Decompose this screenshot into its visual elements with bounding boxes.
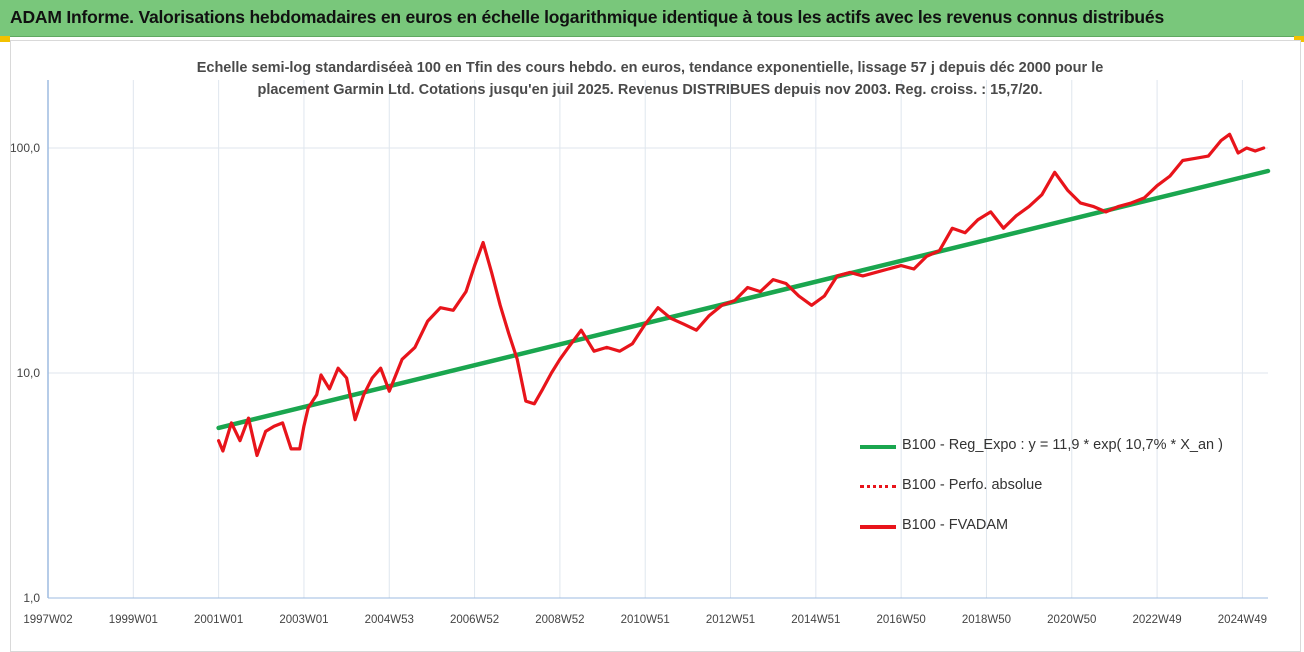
x-tick-label: 2008W52 (535, 614, 584, 626)
chart-area (10, 40, 1301, 652)
x-tick-label: 2016W50 (877, 614, 926, 626)
y-tick-label: 10,0 (17, 366, 41, 380)
legend-item-fvadam: B100 - FVADAM (858, 514, 1278, 554)
legend-swatch-fvadam (860, 525, 896, 529)
series-lines (216, 132, 1271, 458)
legend-label-fvadam: B100 - FVADAM (902, 517, 1009, 533)
legend-item-perfo-absolue: B100 - Perfo. absolue (858, 474, 1278, 514)
x-tick-label: 2006W52 (450, 614, 499, 626)
chart-subtitle: Echelle semi-log standardiséeà 100 en Tf… (150, 57, 1150, 101)
x-tick-label: 1999W01 (109, 614, 158, 626)
legend-label-regression: B100 - Reg_Expo : y = 11,9 * exp( 10,7% … (902, 437, 1223, 453)
legend-swatch-regression (860, 445, 896, 449)
y-tick-labels: 1,0 10,0 100,0 (10, 141, 40, 605)
legend-swatch-perfo-absolue (860, 485, 896, 488)
legend-label-perfo-absolue: B100 - Perfo. absolue (902, 477, 1043, 493)
subtitle-line-2: placement Garmin Ltd. Cotations jusqu'en… (257, 82, 1043, 98)
legend-item-regression: B100 - Reg_Expo : y = 11,9 * exp( 10,7% … (858, 434, 1278, 474)
x-tick-label: 2020W50 (1047, 614, 1096, 626)
x-tick-label: 2018W50 (962, 614, 1011, 626)
x-tick-label: 2001W01 (194, 614, 243, 626)
grid-lines (47, 80, 1268, 599)
y-tick-label: 100,0 (10, 141, 40, 155)
y-tick-label: 1,0 (23, 591, 40, 605)
legend: B100 - Reg_Expo : y = 11,9 * exp( 10,7% … (858, 434, 1278, 554)
x-tick-label: 2014W51 (791, 614, 840, 626)
page-title: ADAM Informe. Valorisations hebdomadaire… (10, 7, 1164, 27)
series-regression-line (216, 168, 1271, 431)
corner-accent-right (1294, 36, 1304, 42)
series-fvadam-line (217, 132, 1266, 458)
x-tick-label: 2022W49 (1132, 614, 1181, 626)
x-tick-label: 2024W49 (1218, 614, 1267, 626)
x-tick-labels: 1997W02 1999W01 2001W01 2003W01 2004W53 2006W… (23, 614, 1267, 626)
x-tick-label: 2004W53 (365, 614, 414, 626)
header-bar: ADAM Informe. Valorisations hebdomadaire… (0, 0, 1304, 37)
corner-accent-left (0, 36, 10, 42)
x-tick-label: 2010W51 (621, 614, 670, 626)
x-tick-label: 1997W02 (23, 614, 72, 626)
x-tick-label: 2003W01 (279, 614, 328, 626)
x-tick-label: 2012W51 (706, 614, 755, 626)
subtitle-line-1: Echelle semi-log standardiséeà 100 en Tf… (196, 60, 1104, 76)
